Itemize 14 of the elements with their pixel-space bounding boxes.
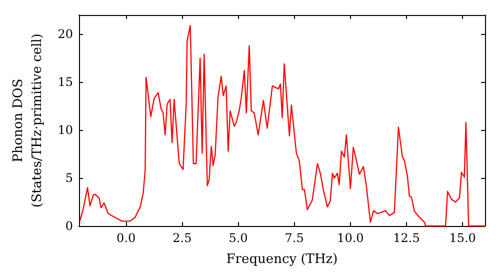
x-tick-label: 0.0 xyxy=(116,231,136,245)
x-tick-label: 12.5 xyxy=(393,231,420,245)
y-tick-label: 15 xyxy=(58,75,73,90)
y-tick-label: 10 xyxy=(58,123,73,138)
x-tick-label: 10.0 xyxy=(337,231,364,245)
y-tick-label: 5 xyxy=(65,171,73,186)
x-tick-label: 5.0 xyxy=(228,231,248,245)
y-tick-label: 20 xyxy=(58,27,73,42)
x-tick-label: 2.5 xyxy=(172,231,192,245)
x-tick-label: 15.0 xyxy=(449,231,476,245)
y-tick-label: 0 xyxy=(65,219,73,233)
x-axis-title: Frequency (THz) xyxy=(226,252,338,267)
x-tick-label: 7.5 xyxy=(284,231,304,245)
y-axis-title: Phonon DOS (States/THz·primitive cell) xyxy=(10,33,45,208)
